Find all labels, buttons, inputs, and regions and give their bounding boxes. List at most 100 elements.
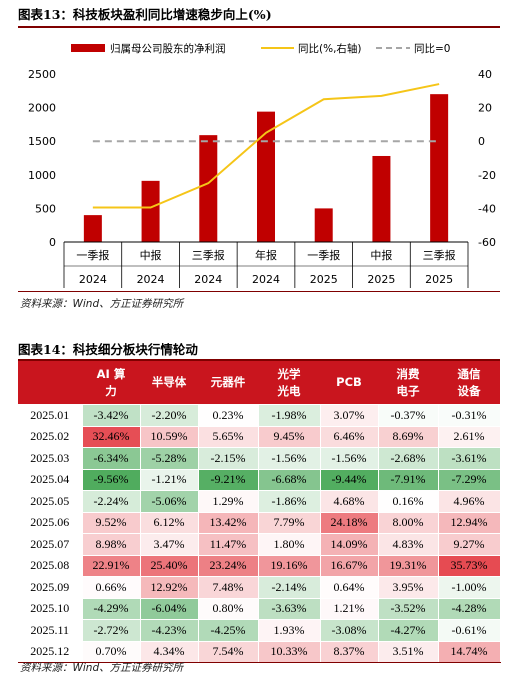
column-header-line1: 通信 [457, 366, 481, 381]
row-month-label: 2025.08 [18, 554, 83, 577]
column-header-line1: 光学 [277, 366, 301, 381]
left-axis-tick-label: 0 [49, 236, 56, 249]
row-month-label: 2025.01 [18, 404, 83, 427]
return-cell: -7.91% [377, 468, 439, 491]
return-cell: -2.15% [197, 447, 259, 470]
return-cell: 3.47% [139, 533, 199, 556]
return-cell: 12.94% [437, 511, 501, 534]
x-axis-year-label: 2025 [310, 273, 338, 286]
bar [141, 180, 160, 242]
left-axis-tick-label: 1500 [28, 135, 56, 148]
return-cell: -0.37% [377, 404, 439, 427]
column-header-line2: 电子 [396, 383, 420, 398]
figure1-top-rule [18, 26, 500, 28]
return-cell: -2.68% [377, 447, 439, 470]
return-cell: -5.06% [139, 490, 199, 513]
return-cell: 0.66% [81, 576, 141, 599]
bar [257, 111, 275, 242]
return-cell: 35.73% [437, 554, 501, 577]
column-header-line1: 元器件 [210, 375, 246, 389]
return-cell: 11.47% [197, 533, 259, 556]
return-cell: 4.34% [139, 640, 199, 663]
x-axis-category-label: 三季报 [192, 248, 225, 262]
x-axis-year-label: 2024 [79, 273, 107, 286]
right-axis-tick-label: -60 [478, 236, 496, 249]
return-cell: -9.56% [81, 468, 141, 491]
return-cell: 14.09% [319, 533, 379, 556]
row-month-label: 2025.12 [18, 640, 83, 663]
return-cell: 0.80% [197, 597, 259, 620]
return-cell: 8.37% [319, 640, 379, 663]
return-cell: 8.00% [377, 511, 439, 534]
row-month-label: 2025.02 [18, 425, 83, 448]
row-month-label: 2025.05 [18, 490, 83, 513]
return-cell: -6.04% [139, 597, 199, 620]
return-cell: -3.63% [257, 597, 321, 620]
return-cell: 9.45% [257, 425, 321, 448]
return-cell: 25.40% [139, 554, 199, 577]
bar [199, 135, 218, 242]
table-row: 2025.03 -6.34% -5.28% -2.15% -1.56% -1.56% -2.… [18, 447, 501, 470]
return-cell: -5.28% [139, 447, 199, 470]
table-row: 2025.07 8.98% 3.47% 11.47% 1.80% 14.09% 4.83% 9… [18, 533, 501, 556]
return-cell: 22.91% [81, 554, 141, 577]
return-cell: -4.25% [197, 619, 259, 642]
return-cell: 24.18% [319, 511, 379, 534]
table-row: 2025.12 0.70% 4.34% 7.54% 10.33% 8.37% 3.51% 14… [18, 640, 501, 663]
return-cell: -6.68% [257, 468, 321, 491]
right-axis-tick-label: 20 [478, 102, 492, 115]
figure1-source: 资料来源：Wind、方正证券研究所 [20, 298, 184, 310]
return-cell: 4.96% [437, 490, 501, 513]
return-cell: 0.16% [377, 490, 439, 513]
figure2-title: 图表14：科技细分板块行情轮动 [18, 342, 198, 357]
return-cell: 19.31% [377, 554, 439, 577]
column-header-line1: PCB [336, 375, 362, 389]
return-cell: -2.20% [139, 404, 199, 427]
return-cell: 8.69% [377, 425, 439, 448]
right-axis-tick-label: 40 [478, 68, 492, 81]
column-header: 消费 电子 [378, 361, 438, 405]
x-axis-category-label: 三季报 [423, 248, 456, 262]
row-month-label: 2025.06 [18, 511, 83, 534]
right-axis-tick-label: -40 [478, 202, 496, 215]
return-cell: 3.51% [377, 640, 439, 663]
left-axis-tick-label: 2500 [28, 68, 56, 81]
return-cell: 12.92% [139, 576, 199, 599]
bar [83, 215, 102, 242]
left-axis-tick-label: 2000 [28, 102, 56, 115]
left-axis-tick-label: 500 [35, 202, 56, 215]
return-cell: 1.93% [257, 619, 321, 642]
return-cell: 3.95% [377, 576, 439, 599]
figure1-bottom-rule [18, 291, 500, 292]
column-header-line2: 力 [105, 383, 117, 398]
return-cell: 32.46% [81, 425, 141, 448]
legend-bar-swatch [71, 44, 105, 52]
column-header-line1: 消费 [396, 366, 420, 381]
return-cell: 0.23% [197, 404, 259, 427]
table-header-row: AI 算力半导体 元器件 光学 光电 PCB 消费 电子 通信 设备 [18, 361, 500, 405]
table-row: 2025.08 22.91% 25.40% 23.24% 19.16% 16.67% 19.… [18, 554, 501, 577]
return-cell: 19.16% [257, 554, 321, 577]
return-cell: 5.65% [197, 425, 259, 448]
column-header-line1: AI 算 [96, 366, 126, 381]
return-cell: -2.24% [81, 490, 141, 513]
table-row: 2025.02 32.46% 10.59% 5.65% 9.45% 6.46% 8.69% 2… [18, 425, 501, 448]
return-cell: -4.28% [437, 597, 501, 620]
return-cell: -3.42% [81, 404, 141, 427]
column-header: 通信 设备 [438, 361, 500, 405]
column-header: PCB [320, 361, 378, 405]
row-month-label: 2025.09 [18, 576, 83, 599]
return-cell: 1.80% [257, 533, 321, 556]
return-cell: -4.27% [377, 619, 439, 642]
row-month-label: 2025.11 [18, 619, 83, 642]
table-row: 2025.11 -2.72% -4.23% -4.25% 1.93% -3.08% -4.2… [18, 619, 501, 642]
legend-bar-label: 归属母公司股东的净利润 [110, 42, 226, 55]
column-header-line1: 半导体 [151, 375, 187, 389]
return-cell: 7.48% [197, 576, 259, 599]
return-cell: -3.61% [437, 447, 501, 470]
x-axis-category-label: 中报 [370, 248, 392, 262]
column-header: 半导体 [140, 361, 198, 405]
x-axis-category-label: 中报 [140, 248, 162, 262]
table-row: 2025.09 0.66% 12.92% 7.48% -2.14% 0.64% 3.95% -… [18, 576, 501, 599]
x-axis-year-label: 2024 [137, 273, 165, 286]
